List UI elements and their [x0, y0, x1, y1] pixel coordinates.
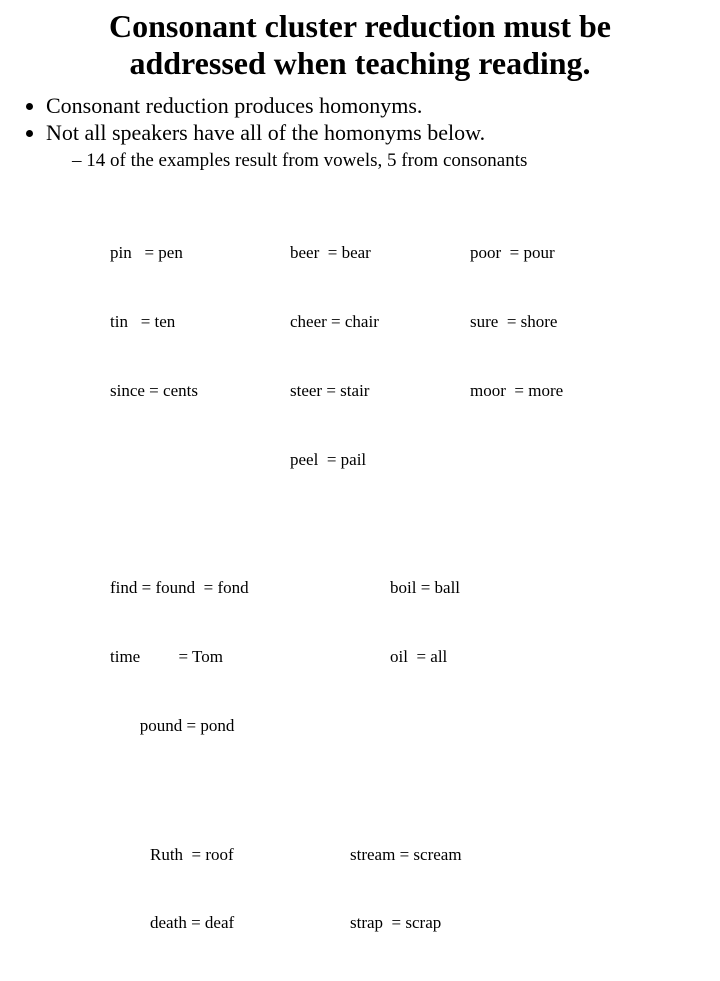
- example-line: moor = more: [470, 380, 650, 403]
- example-line: steer = stair: [290, 380, 470, 403]
- example-line: Ruth = roof: [150, 844, 350, 867]
- example-col: find = found = fond time = Tom pound = p…: [110, 531, 390, 783]
- example-row-b: find = found = fond time = Tom pound = p…: [110, 531, 700, 783]
- example-line: cheer = chair: [290, 311, 470, 334]
- example-line: sure = shore: [470, 311, 650, 334]
- example-col: beer = bear cheer = chair steer = stair …: [290, 196, 470, 517]
- example-row-c: Ruth = roof death = deaf stream = scream…: [110, 798, 700, 981]
- example-col: boil = ball oil = all: [390, 531, 570, 783]
- example-line: pound = pond: [110, 715, 390, 738]
- example-line: beer = bear: [290, 242, 470, 265]
- example-line: find = found = fond: [110, 577, 390, 600]
- slide-title: Consonant cluster reduction must be addr…: [20, 8, 700, 82]
- title-line-1: Consonant cluster reduction must be: [109, 8, 611, 44]
- example-line: peel = pail: [290, 449, 470, 472]
- example-line: oil = all: [390, 646, 570, 669]
- bullet-item: Not all speakers have all of the homonym…: [46, 119, 700, 147]
- example-line: pin = pen: [110, 242, 290, 265]
- example-line: death = deaf: [150, 912, 350, 935]
- example-col: Ruth = roof death = deaf: [150, 798, 350, 981]
- title-line-2: addressed when teaching reading.: [129, 45, 590, 81]
- example-line: time = Tom: [110, 646, 390, 669]
- examples-block: pin = pen tin = ten since = cents beer =…: [110, 196, 700, 981]
- example-col: pin = pen tin = ten since = cents: [110, 196, 290, 517]
- bullet-list: Consonant reduction produces homonyms. N…: [20, 92, 700, 173]
- example-line: stream = scream: [350, 844, 550, 867]
- sub-bullet-item: 14 of the examples result from vowels, 5…: [72, 149, 700, 173]
- sub-bullet-list: 14 of the examples result from vowels, 5…: [46, 149, 700, 173]
- bullet-item: Consonant reduction produces homonyms.: [46, 92, 700, 120]
- example-line: since = cents: [110, 380, 290, 403]
- example-line: poor = pour: [470, 242, 650, 265]
- example-col: poor = pour sure = shore moor = more: [470, 196, 650, 517]
- example-line: tin = ten: [110, 311, 290, 334]
- example-row-a: pin = pen tin = ten since = cents beer =…: [110, 196, 700, 517]
- example-col: stream = scream strap = scrap: [350, 798, 550, 981]
- example-line: strap = scrap: [350, 912, 550, 935]
- example-line: boil = ball: [390, 577, 570, 600]
